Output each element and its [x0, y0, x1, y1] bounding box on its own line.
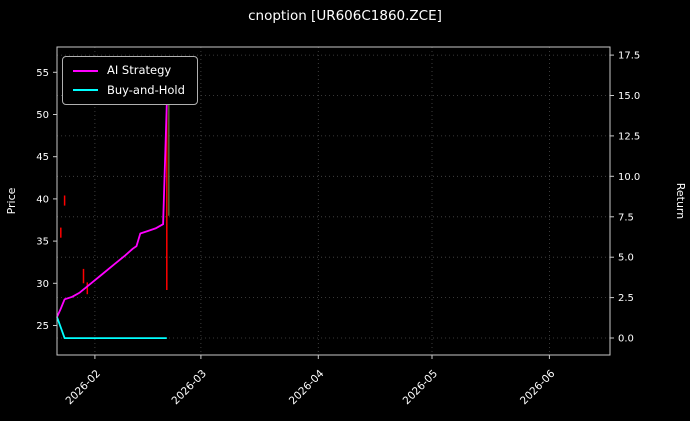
y-left-tick-label: 55 [36, 68, 49, 79]
legend-item-buy-and-hold: Buy-and-Hold [73, 82, 185, 97]
x-tick-label: 2026-03 [170, 368, 210, 408]
legend-label-ai-strategy: AI Strategy [107, 63, 172, 77]
y-left-tick-label: 35 [36, 237, 49, 248]
plot-border [56, 46, 611, 356]
legend-label-buy-and-hold: Buy-and-Hold [107, 82, 185, 97]
legend: AI Strategy Buy-and-Hold [62, 56, 198, 105]
y-left-tick-label: 30 [36, 279, 49, 290]
y-left-tick-label: 45 [36, 152, 49, 163]
y-axis-label-right: Return [674, 183, 687, 220]
series-line-ai-strategy [56, 103, 168, 318]
y-right-tick-label: 17.5 [618, 51, 640, 62]
y-right-tick-label: 15.0 [618, 91, 640, 102]
y-left-tick-label: 50 [36, 110, 49, 121]
chart-title: cnoption [UR606C1860.ZCE] [248, 8, 442, 24]
x-tick-label: 2026-04 [287, 367, 327, 407]
legend-line-buy-and-hold [73, 89, 98, 92]
x-tick-label: 2026-02 [64, 368, 104, 408]
x-tick-label: 2026-06 [518, 367, 558, 407]
y-right-tick-label: 10.0 [618, 172, 640, 183]
y-left-tick-label: 40 [36, 194, 49, 205]
legend-item-ai-strategy: AI Strategy [73, 63, 185, 77]
y-right-tick-label: 0.0 [618, 334, 634, 345]
series-line-buy-and-hold [56, 316, 167, 340]
y-right-tick-label: 12.5 [618, 131, 640, 142]
y-left-tick-label: 25 [36, 321, 49, 332]
x-tick-label: 2026-05 [401, 368, 441, 408]
y-right-tick-label: 2.5 [618, 293, 634, 304]
y-axis-label-left: Price [5, 187, 18, 214]
legend-line-ai-strategy [73, 69, 98, 72]
y-right-tick-label: 5.0 [618, 253, 634, 264]
y-right-tick-label: 7.5 [618, 212, 634, 223]
